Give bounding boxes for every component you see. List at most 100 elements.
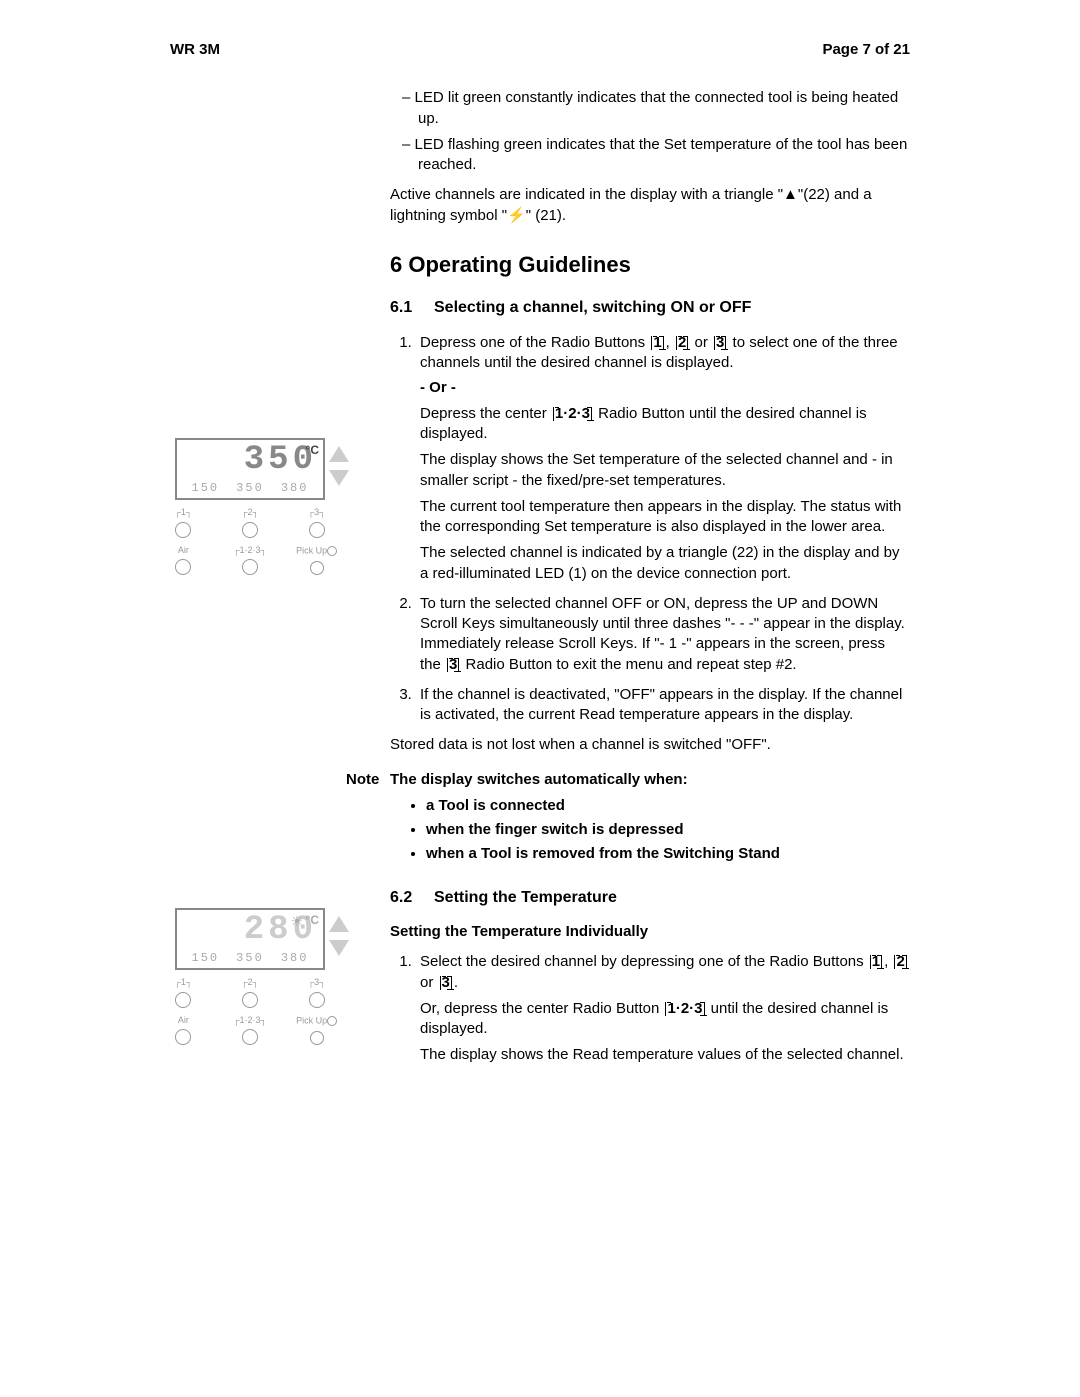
preset-1: 150	[192, 480, 220, 496]
up-arrow-icon	[329, 916, 349, 932]
step1-alt: Depress the center 1·2·3 Radio Button un…	[420, 404, 910, 445]
step-1: Select the desired channel by depressing…	[416, 952, 910, 1065]
device-panel-280: ☀ 280 °C 150 350 380 ┌1┐ ┌2┐	[150, 908, 350, 1047]
step1-p3: The selected channel is indicated by a t…	[420, 543, 910, 584]
illustration-column: 350 °C 150 350 380 ┌1┐ ┌2┐ ┌3┐	[170, 88, 380, 1075]
note-block: Note The display switches automatically …	[346, 770, 910, 869]
radio-1-icon	[175, 522, 191, 538]
down-arrow-icon	[329, 470, 349, 486]
subhead-individual: Setting the Temperature Individually	[390, 922, 910, 942]
button-123-icon: 1·2·3	[665, 1002, 704, 1016]
pickup-label: Pick Up	[296, 1016, 327, 1026]
led-icon	[327, 546, 337, 556]
step1-p1: Or, depress the center Radio Button 1·2·…	[420, 999, 910, 1040]
radio-2-icon	[242, 522, 258, 538]
down-arrow-icon	[329, 940, 349, 956]
button-3-icon: 3	[447, 658, 459, 672]
or-separator: - Or -	[420, 378, 910, 398]
lcd-unit: °C	[306, 442, 319, 458]
lcd-display: 350 °C 150 350 380	[175, 438, 325, 500]
subsection-title: Setting the Temperature	[434, 887, 617, 909]
subsection-number: 6.1	[390, 297, 434, 319]
ch1-label: ┌1┐	[174, 507, 192, 517]
lcd-unit: °C	[306, 912, 319, 928]
stored-data-note: Stored data is not lost when a channel i…	[390, 735, 910, 755]
ch3-label: ┌3┐	[308, 507, 326, 517]
intro-bullets: LED lit green constantly indicates that …	[390, 88, 910, 175]
button-1-icon: 1	[651, 336, 663, 350]
note-item-2: when the finger switch is depressed	[426, 820, 910, 840]
radio-3-icon	[309, 522, 325, 538]
intro-para: Active channels are indicated in the dis…	[390, 185, 910, 226]
air-label: Air	[178, 1015, 189, 1025]
note-item-3: when a Tool is removed from the Switchin…	[426, 844, 910, 864]
step1-p2: The display shows the Read temperature v…	[420, 1045, 910, 1065]
steps-6-1: Depress one of the Radio Buttons 1, 2 or…	[390, 333, 910, 725]
lcd-presets: 150 350 380	[183, 950, 317, 966]
center-123-label: ┌1·2·3┐	[233, 545, 267, 555]
button-3-icon: 3	[714, 336, 726, 350]
preset-3: 380	[281, 950, 309, 966]
button-2-icon: 2	[676, 336, 688, 350]
step-2: To turn the selected channel OFF or ON, …	[416, 594, 910, 675]
button-1-icon: 1	[870, 955, 882, 969]
section-6-heading: 6 Operating Guidelines	[390, 250, 910, 280]
lcd-presets: 150 350 380	[183, 480, 317, 496]
button-123-icon: 1·2·3	[553, 407, 592, 421]
device-panel-350: 350 °C 150 350 380 ┌1┐ ┌2┐ ┌3┐	[150, 438, 350, 577]
radio-123-icon	[242, 1029, 258, 1045]
step1-p2: The current tool temperature then appear…	[420, 497, 910, 538]
ch2-label: ┌2┐	[241, 507, 259, 517]
bottom-buttons-row: Air ┌1·2·3┐ Pick Up	[150, 544, 350, 578]
step-1: Depress one of the Radio Buttons 1, 2 or…	[416, 333, 910, 584]
button-2-icon: 2	[894, 955, 906, 969]
air-button-icon	[175, 1029, 191, 1045]
preset-1: 150	[192, 950, 220, 966]
scroll-keys	[329, 446, 349, 486]
preset-2: 350	[236, 480, 264, 496]
lcd-main-temp: 350	[183, 444, 317, 478]
note-lead: The display switches automatically when:	[390, 770, 910, 790]
note-body: The display switches automatically when:…	[390, 770, 910, 869]
heat-icon: ☀	[290, 912, 303, 931]
text-column: LED lit green constantly indicates that …	[380, 88, 910, 1075]
steps-6-2: Select the desired channel by depressing…	[390, 952, 910, 1065]
step1-text-a: Depress one of the Radio Buttons	[420, 334, 649, 351]
pickup-label: Pick Up	[296, 546, 327, 556]
note-bullets: a Tool is connected when the finger swit…	[390, 796, 910, 865]
button-3-icon: 3	[440, 976, 452, 990]
step-3: If the channel is deactivated, "OFF" app…	[416, 685, 910, 726]
subsection-6-2-heading: 6.2 Setting the Temperature	[390, 887, 910, 909]
ch3-label: ┌3┐	[308, 977, 326, 987]
bottom-buttons-row: Air ┌1·2·3┐ Pick Up	[150, 1014, 350, 1048]
page-number: Page 7 of 21	[822, 40, 910, 60]
channel-buttons-row: ┌1┐ ┌2┐ ┌3┐	[150, 506, 350, 540]
radio-123-icon	[242, 559, 258, 575]
doc-id: WR 3M	[170, 40, 220, 60]
subsection-6-1-heading: 6.1 Selecting a channel, switching ON or…	[390, 297, 910, 319]
subsection-title: Selecting a channel, switching ON or OFF	[434, 297, 751, 319]
document-page: WR 3M Page 7 of 21 350 °C 150 350 380	[0, 0, 1080, 1397]
air-label: Air	[178, 545, 189, 555]
preset-3: 380	[281, 480, 309, 496]
ch1-label: ┌1┐	[174, 977, 192, 987]
content-columns: 350 °C 150 350 380 ┌1┐ ┌2┐ ┌3┐	[170, 88, 910, 1075]
up-arrow-icon	[329, 446, 349, 462]
radio-1-icon	[175, 992, 191, 1008]
step1-p1: The display shows the Set temperature of…	[420, 450, 910, 491]
ch2-label: ┌2┐	[241, 977, 259, 987]
page-header: WR 3M Page 7 of 21	[170, 40, 910, 60]
scroll-keys	[329, 916, 349, 956]
led-icon	[327, 1016, 337, 1026]
air-button-icon	[175, 559, 191, 575]
intro-bullet-2: LED flashing green indicates that the Se…	[390, 135, 910, 176]
radio-3-icon	[309, 992, 325, 1008]
preset-2: 350	[236, 950, 264, 966]
pickup-button-icon	[310, 561, 324, 575]
lcd-display: ☀ 280 °C 150 350 380	[175, 908, 325, 970]
note-item-1: a Tool is connected	[426, 796, 910, 816]
subsection-number: 6.2	[390, 887, 434, 909]
radio-2-icon	[242, 992, 258, 1008]
center-123-label: ┌1·2·3┐	[233, 1015, 267, 1025]
pickup-button-icon	[310, 1031, 324, 1045]
